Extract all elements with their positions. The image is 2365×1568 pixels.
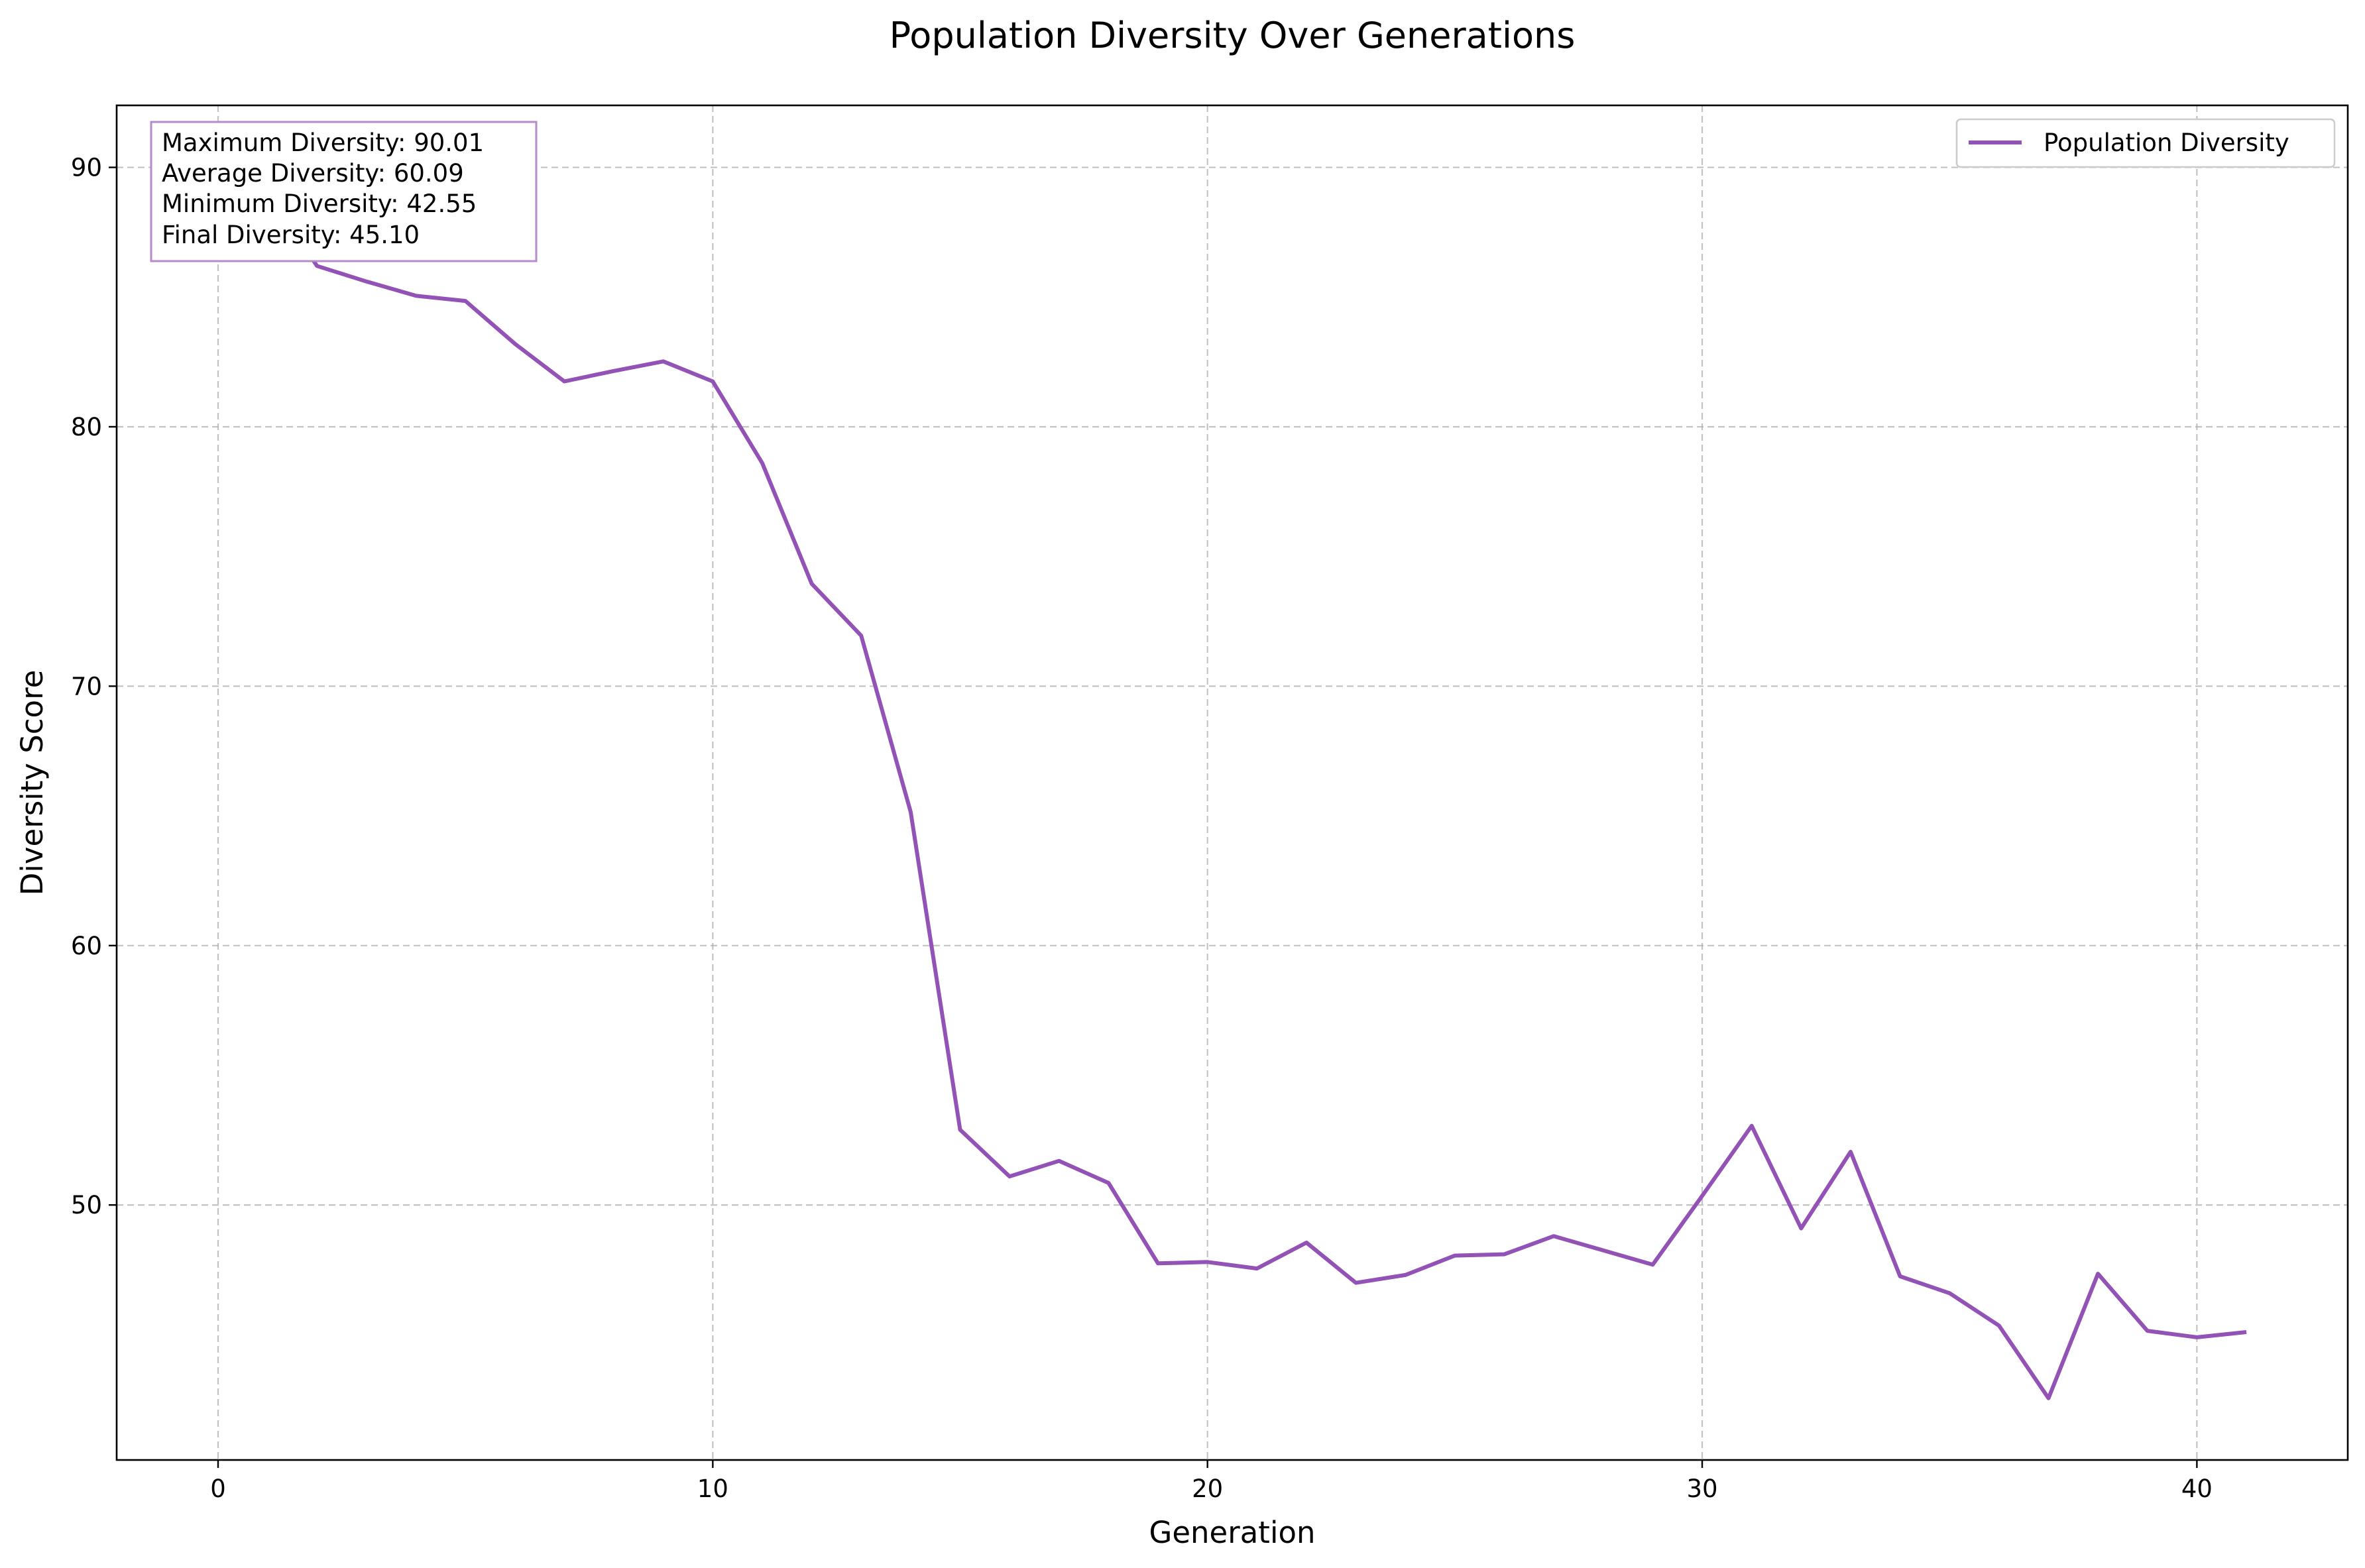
series-line-population-diversity xyxy=(217,165,2247,1400)
stats-box-frame xyxy=(150,121,538,262)
y-tick-label: 90 xyxy=(71,154,102,182)
y-axis-ticks: 50 60 70 80 90 xyxy=(71,154,117,1219)
x-axis-ticks: 0 10 20 30 40 xyxy=(210,1460,2213,1503)
stats-max: Maximum Diversity: 90.01 xyxy=(162,129,484,157)
y-axis-label: Diversity Score xyxy=(15,670,50,896)
x-axis-label: Generation xyxy=(1149,1515,1315,1550)
stats-average: Average Diversity: 60.09 xyxy=(162,159,464,188)
x-tick-label: 10 xyxy=(697,1475,728,1503)
stats-min: Minimum Diversity: 42.55 xyxy=(162,190,477,218)
legend-label-population-diversity: Population Diversity xyxy=(2044,129,2289,157)
x-tick-label: 20 xyxy=(1192,1475,1223,1503)
stats-box: Maximum Diversity: 90.01 Average Diversi… xyxy=(150,121,538,262)
y-tick-label: 70 xyxy=(71,672,102,700)
series-layer xyxy=(217,165,2247,1400)
stats-final: Final Diversity: 45.10 xyxy=(162,221,420,249)
x-tick-label: 0 xyxy=(210,1475,226,1503)
plot-area-frame xyxy=(115,104,2349,1461)
legend: Population Diversity xyxy=(1955,118,2336,168)
x-tick-label: 30 xyxy=(1686,1475,1717,1503)
x-tick-label: 40 xyxy=(2181,1475,2213,1503)
y-tick-label: 60 xyxy=(71,932,102,960)
chart-title: Population Diversity Over Generations xyxy=(890,15,1576,56)
y-tick-label: 50 xyxy=(71,1191,102,1219)
legend-frame xyxy=(1955,118,2336,168)
y-tick-label: 80 xyxy=(71,413,102,441)
